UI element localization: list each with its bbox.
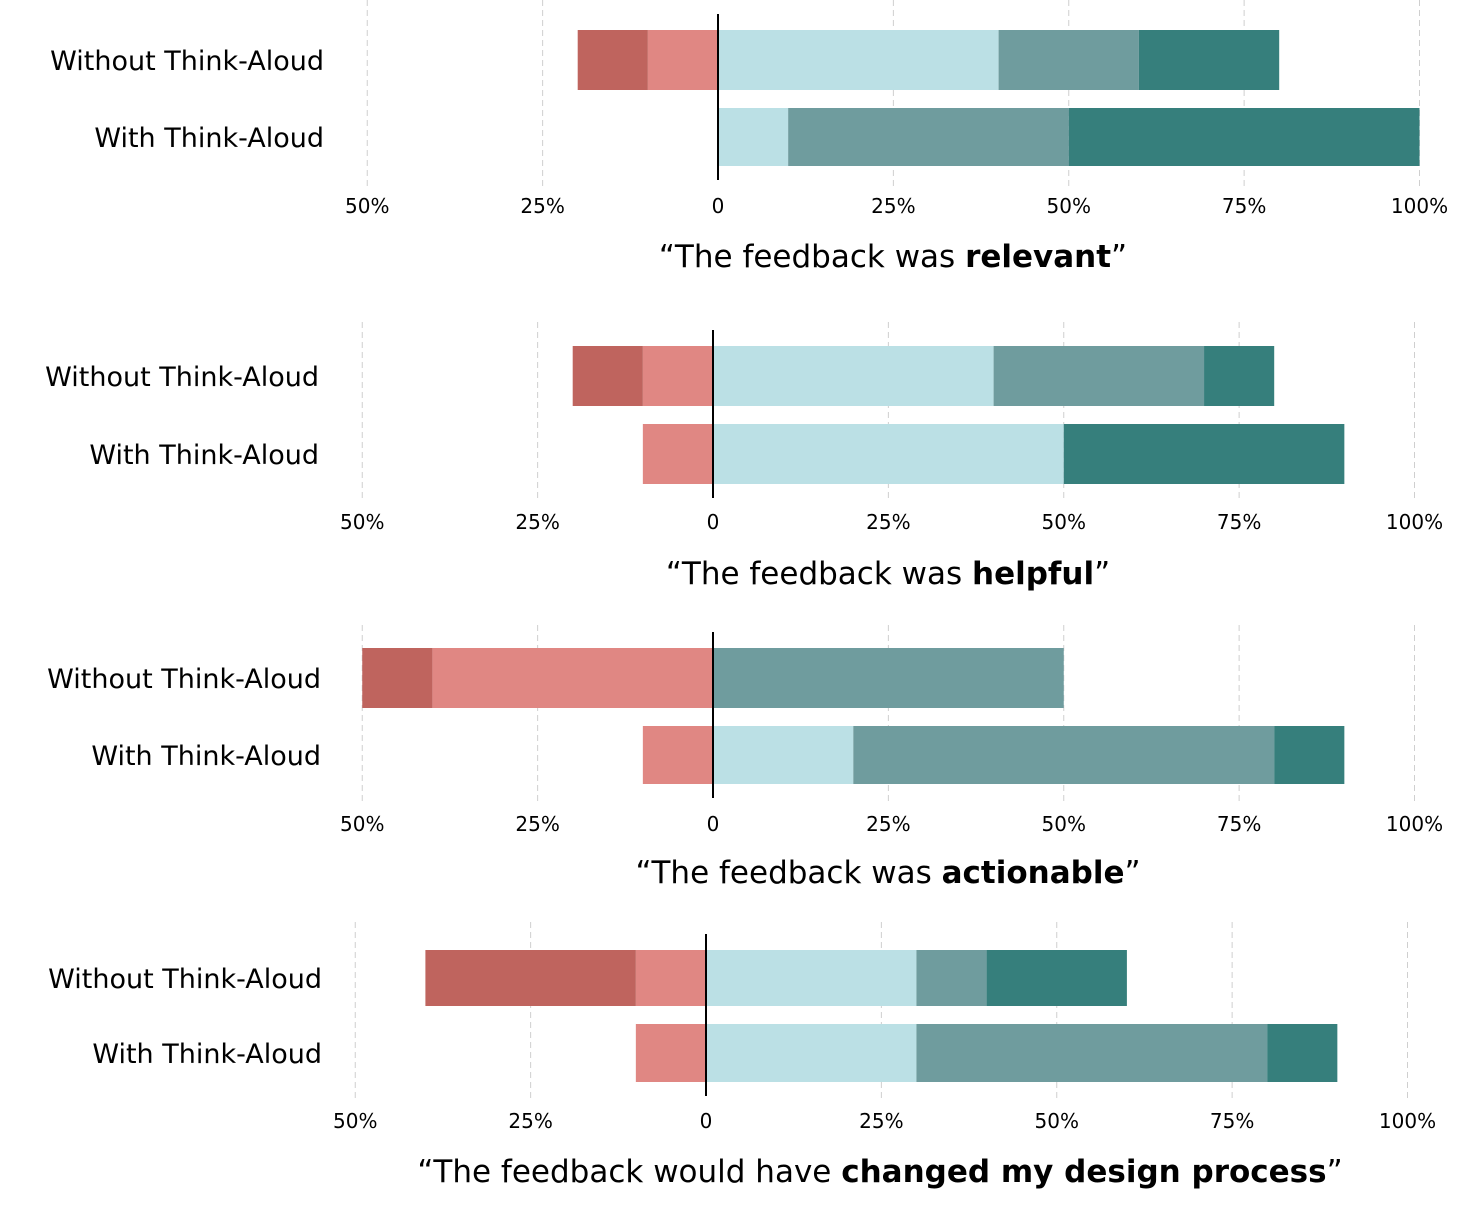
tick-label: 25% xyxy=(515,812,559,836)
tick-label: 75% xyxy=(1210,1109,1254,1133)
chart-title-suffix: ” xyxy=(1094,556,1110,592)
bar-segment xyxy=(718,30,999,90)
bar-segment xyxy=(642,346,713,406)
tick-label: 50% xyxy=(1042,510,1086,534)
tick-label: 50% xyxy=(333,1109,377,1133)
tick-label: 25% xyxy=(508,1109,552,1133)
category-label: Without Think-Aloud xyxy=(48,964,322,995)
category-label: With Think-Aloud xyxy=(92,1039,322,1070)
bar-segment xyxy=(642,424,713,484)
bar-segment xyxy=(635,1024,706,1082)
chart-title: “The feedback was actionable” xyxy=(635,855,1140,891)
tick-label: 25% xyxy=(871,194,915,218)
chart-title-suffix: ” xyxy=(1327,1154,1343,1190)
tick-label: 75% xyxy=(1217,812,1261,836)
tick-label: 100% xyxy=(1379,1109,1436,1133)
bar-segment xyxy=(916,1024,1268,1082)
bar-segment xyxy=(713,648,1064,708)
chart-title-prefix: “The feedback would have xyxy=(417,1154,841,1190)
chart-panel-4: Without Think-Aloud With Think-Aloud 50% 25… xyxy=(48,922,1436,1190)
chart-title-suffix: ” xyxy=(1125,855,1141,891)
tick-label: 25% xyxy=(515,510,559,534)
tick-label: 0 xyxy=(707,812,720,836)
tick-label: 50% xyxy=(340,812,384,836)
tick-label: 50% xyxy=(340,510,384,534)
bar-segment xyxy=(1063,424,1345,484)
tick-label: 50% xyxy=(1042,812,1086,836)
tick-label: 25% xyxy=(520,194,564,218)
bar-segment xyxy=(362,648,433,708)
tick-label: 25% xyxy=(859,1109,903,1133)
bar-segment xyxy=(853,726,1275,784)
tick-label: 100% xyxy=(1386,510,1443,534)
tick-label: 75% xyxy=(1217,510,1261,534)
chart-title: “The feedback was relevant” xyxy=(659,239,1127,275)
bar-segment xyxy=(713,726,854,784)
chart-panel-1: Without Think-Aloud With Think-Aloud 50% 25… xyxy=(50,0,1448,275)
chart-panel-3: Without Think-Aloud With Think-Aloud 50% 25… xyxy=(47,625,1443,891)
tick-label: 25% xyxy=(866,510,910,534)
chart-title-prefix: “The feedback was xyxy=(666,556,972,592)
bar-segment xyxy=(998,30,1139,90)
tick-label: 75% xyxy=(1222,194,1266,218)
tick-label: 25% xyxy=(866,812,910,836)
bar-segment xyxy=(788,108,1069,166)
category-label: With Think-Aloud xyxy=(89,440,319,471)
chart-title-emphasis: relevant xyxy=(965,239,1111,275)
chart-title-emphasis: helpful xyxy=(972,556,1094,592)
bar-segment xyxy=(425,950,636,1006)
category-label: Without Think-Aloud xyxy=(45,362,319,393)
chart-title-emphasis: actionable xyxy=(942,855,1125,891)
bar-segment xyxy=(1267,1024,1338,1082)
bar-segment xyxy=(706,1024,917,1082)
bar-segment xyxy=(635,950,706,1006)
category-label: With Think-Aloud xyxy=(91,741,321,772)
chart-panel-2: Without Think-Aloud With Think-Aloud 50% 25… xyxy=(45,322,1443,592)
bar-segment xyxy=(577,30,648,90)
tick-label: 50% xyxy=(1035,1109,1079,1133)
bar-segment xyxy=(986,950,1127,1006)
bar-segment xyxy=(713,346,994,406)
bar-segment xyxy=(1068,108,1420,166)
chart-title: “The feedback would have changed my desi… xyxy=(417,1154,1342,1190)
bar-segment xyxy=(1138,30,1280,90)
tick-label: 100% xyxy=(1391,194,1448,218)
category-label: Without Think-Aloud xyxy=(47,664,321,695)
tick-label: 0 xyxy=(700,1109,713,1133)
tick-label: 50% xyxy=(1047,194,1091,218)
bar-segment xyxy=(706,950,917,1006)
bar-segment xyxy=(993,346,1205,406)
tick-label: 100% xyxy=(1386,812,1443,836)
chart-title-emphasis: changed my design process xyxy=(841,1154,1326,1190)
chart-title-suffix: ” xyxy=(1111,239,1127,275)
bar-segment xyxy=(647,30,718,90)
bar-segment xyxy=(1274,726,1345,784)
chart-title-prefix: “The feedback was xyxy=(659,239,965,275)
bar-segment xyxy=(713,424,1064,484)
tick-label: 50% xyxy=(345,194,389,218)
bar-segment xyxy=(642,726,713,784)
category-label: With Think-Aloud xyxy=(94,123,324,154)
tick-label: 0 xyxy=(712,194,725,218)
bar-segment xyxy=(916,950,987,1006)
category-label: Without Think-Aloud xyxy=(50,46,324,77)
bar-segment xyxy=(432,648,713,708)
bar-segment xyxy=(1204,346,1275,406)
chart-title: “The feedback was helpful” xyxy=(666,556,1110,592)
bar-segment xyxy=(718,108,789,166)
chart-title-prefix: “The feedback was xyxy=(635,855,941,891)
bar-segment xyxy=(572,346,643,406)
tick-label: 0 xyxy=(707,510,720,534)
